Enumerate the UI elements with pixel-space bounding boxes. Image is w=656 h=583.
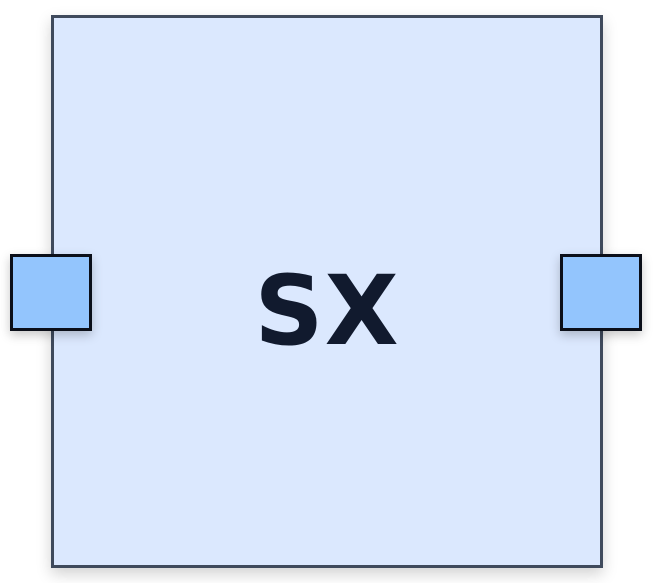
input-port[interactable] [10,254,92,331]
block-label: SX [254,255,400,367]
output-port[interactable] [560,254,642,331]
sx-block[interactable]: SX [51,15,603,568]
